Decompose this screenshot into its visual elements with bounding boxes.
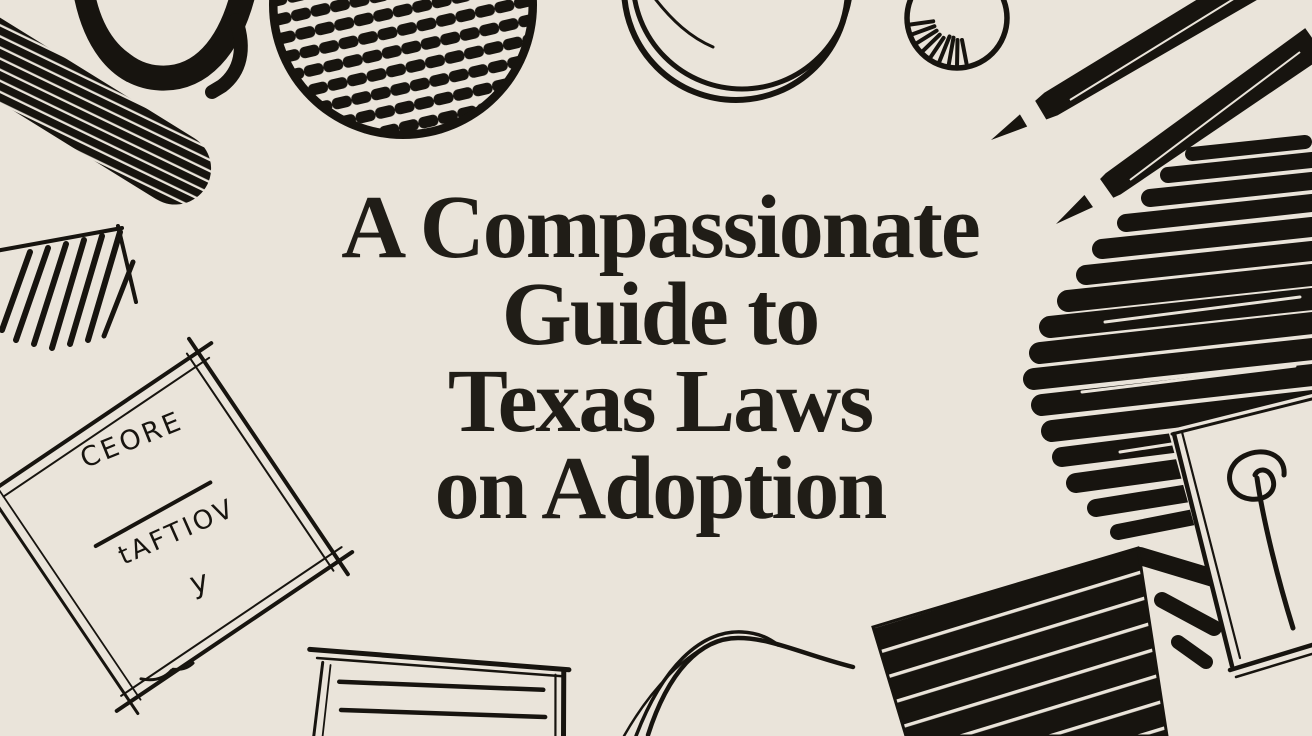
scribbled-balloon-doodle	[269, 0, 537, 139]
hatched-parallelogram-doodle	[0, 224, 138, 351]
scribbled-ball-doodle	[904, 0, 1010, 71]
title-line-3: Texas Laws	[447, 352, 874, 451]
double-circle-sketch-doodle	[621, 0, 852, 103]
scribbled-note-square	[0, 336, 355, 716]
arch-scribble-doodle	[622, 630, 856, 736]
hook-scribble-doodle	[74, 0, 255, 99]
page-title: A Compassionate Guide to Texas Laws on A…	[250, 178, 1070, 538]
hatched-panel-doodle	[871, 546, 1169, 736]
pencil-icon	[991, 0, 1257, 140]
title-line-4: on Adoption	[434, 439, 888, 538]
lined-paper-doodle	[307, 646, 572, 736]
ribbon-loop-icon	[1227, 449, 1296, 631]
title-line-1: A Compassionate	[341, 178, 981, 277]
marker-stroke-doodle	[0, 11, 212, 205]
pencil-icon	[1056, 28, 1312, 224]
ribbon-loop-card	[1168, 394, 1312, 679]
title-line-2: Guide to	[501, 265, 821, 364]
